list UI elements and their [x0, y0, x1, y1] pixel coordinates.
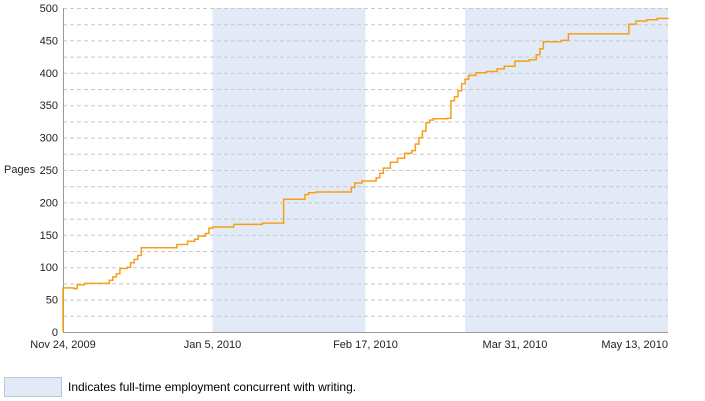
y-tick-label: 0: [52, 327, 58, 339]
y-tick-label: 100: [40, 262, 58, 274]
y-tick-label: 350: [40, 100, 58, 112]
legend: Indicates full-time employment concurren…: [4, 376, 356, 398]
y-tick-label: 450: [40, 35, 58, 47]
x-tick-label: Jan 5, 2010: [184, 339, 242, 351]
y-tick-label: 150: [40, 230, 58, 242]
page-count-chart: 0 50 100 150 200 250 300 350 400 450 500 Nov 24, 2…: [4, 3, 669, 351]
legend-swatch: [4, 377, 62, 397]
legend-text: Indicates full-time employment concurren…: [68, 380, 357, 394]
y-tick-label: 300: [40, 133, 58, 145]
y-tick-label: 200: [40, 197, 58, 209]
y-tick-label: 400: [40, 68, 58, 80]
y-axis-label: Pages: [4, 164, 36, 176]
y-tick-label: 250: [40, 165, 58, 177]
x-tick-label: Nov 24, 2009: [30, 339, 95, 351]
x-tick-label: Feb 17, 2010: [333, 339, 398, 351]
y-tick-label: 500: [40, 3, 58, 15]
x-tick-label: May 13, 2010: [601, 339, 668, 351]
y-tick-label: 50: [46, 295, 58, 307]
x-tick-label: Mar 31, 2010: [483, 339, 548, 351]
page-count-line: [62, 17, 669, 332]
